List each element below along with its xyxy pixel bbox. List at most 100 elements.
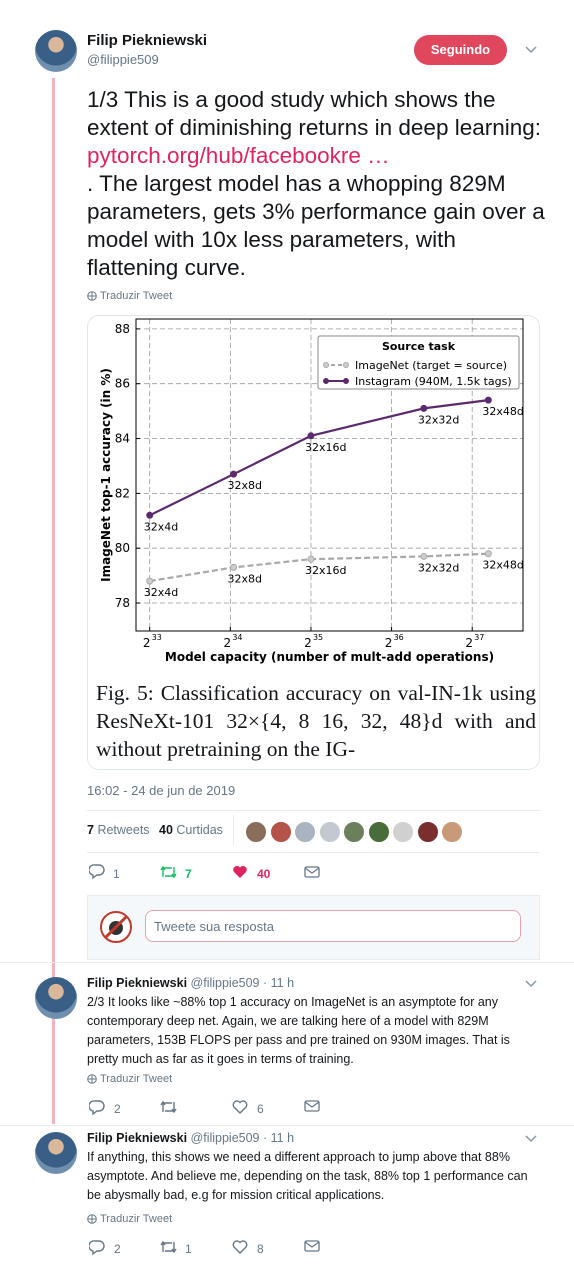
liker-avatar[interactable] bbox=[245, 821, 267, 843]
translate[interactable]: Traduzir Tweet bbox=[100, 290, 173, 302]
liker-avatar[interactable] bbox=[343, 821, 365, 843]
reply-text: 2/3 It looks like ~88% top 1 accuracy on… bbox=[87, 995, 510, 1066]
x-tick-base: 2 bbox=[304, 636, 312, 650]
data-point bbox=[230, 563, 238, 571]
point-label: 32x32d bbox=[418, 413, 460, 426]
x-tick-label: 37 bbox=[474, 633, 484, 642]
retweet-icon[interactable] bbox=[160, 1100, 177, 1115]
like-icon[interactable] bbox=[232, 1100, 249, 1115]
media-card[interactable]: 78 80 82 84 86 88 2 33 2 34 2 35 2 36 2 37 Model capacit… bbox=[87, 315, 540, 770]
data-point bbox=[307, 555, 315, 563]
legend-label: ImageNet (target = source) bbox=[355, 359, 507, 372]
data-point bbox=[484, 396, 492, 404]
reply-tweet[interactable]: Filip Piekniewski @filippie509 · 11 h If … bbox=[0, 1130, 574, 1267]
handle[interactable]: @filippie509 bbox=[190, 1131, 260, 1145]
translate[interactable]: Traduzir Tweet bbox=[100, 1073, 173, 1085]
data-point bbox=[484, 550, 492, 558]
x-tick-base: 2 bbox=[143, 636, 151, 650]
liker-avatar[interactable] bbox=[269, 821, 292, 843]
point-label: 32x48d bbox=[482, 559, 524, 572]
data-point bbox=[146, 511, 154, 519]
label: Curtidas bbox=[176, 823, 223, 837]
avatar[interactable] bbox=[35, 1132, 77, 1174]
link[interactable]: pytorch.org/hub/facebookre … bbox=[87, 143, 390, 168]
y-tick-label: 82 bbox=[115, 486, 130, 500]
likes-stat[interactable]: 40 Curtidas bbox=[159, 823, 223, 837]
liker-avatar[interactable] bbox=[294, 821, 316, 843]
handle[interactable]: @filippie509 bbox=[190, 976, 260, 990]
x-tick-label: 36 bbox=[394, 633, 404, 642]
point-label: 32x8d bbox=[228, 479, 263, 492]
author[interactable]: Filip Piekniewski bbox=[87, 976, 188, 990]
liker-avatar[interactable] bbox=[367, 821, 390, 843]
reply-tweet[interactable]: Filip Piekniewski @filippie509 · 11 h 2/3… bbox=[0, 975, 574, 1126]
liker-avatar[interactable] bbox=[318, 821, 341, 843]
y-tick-label: 86 bbox=[115, 377, 130, 391]
like-count: 6 bbox=[257, 1102, 264, 1116]
reply-icon[interactable] bbox=[89, 864, 105, 879]
time: · 11 h bbox=[263, 976, 295, 990]
liker-avatar[interactable] bbox=[441, 821, 463, 843]
message-icon[interactable] bbox=[304, 1100, 321, 1115]
data-point bbox=[146, 577, 154, 585]
message-icon[interactable] bbox=[304, 866, 320, 878]
retweets-stat[interactable]: 7 Retweets bbox=[87, 823, 150, 837]
handle[interactable]: @filippie509 bbox=[87, 52, 159, 67]
legend-marker bbox=[343, 362, 349, 368]
author[interactable]: Filip Piekniewski bbox=[87, 1131, 188, 1145]
reply-header: Filip Piekniewski @filippie509 · 11 h bbox=[87, 976, 294, 990]
x-tick-label: 33 bbox=[152, 633, 162, 642]
data-point bbox=[307, 432, 315, 440]
count: 40 bbox=[159, 823, 173, 837]
point-label: 32x16d bbox=[305, 441, 347, 454]
data-point bbox=[420, 404, 428, 412]
retweet-icon[interactable] bbox=[160, 865, 177, 879]
data-point bbox=[230, 470, 238, 478]
divider bbox=[87, 810, 540, 811]
reply-header: Filip Piekniewski @filippie509 · 11 h bbox=[87, 1131, 294, 1145]
avatar[interactable] bbox=[35, 977, 77, 1019]
reply-icon[interactable] bbox=[89, 1240, 106, 1255]
like-count: 8 bbox=[257, 1242, 264, 1256]
menu-chevron[interactable] bbox=[525, 979, 537, 989]
like-icon[interactable] bbox=[232, 865, 248, 879]
retweet-count: 1 bbox=[185, 1242, 192, 1256]
y-tick-label: 80 bbox=[115, 541, 130, 555]
like-count: 40 bbox=[257, 867, 271, 881]
menu-chevron[interactable] bbox=[525, 1134, 537, 1144]
y-tick-label: 88 bbox=[115, 322, 130, 336]
reply-text: If anything, this shows we need a differ… bbox=[87, 1150, 528, 1202]
divider bbox=[0, 962, 574, 963]
liker-avatar[interactable] bbox=[416, 821, 439, 843]
plot-frame bbox=[135, 318, 524, 632]
avatar[interactable] bbox=[35, 30, 77, 72]
legend-box bbox=[317, 335, 520, 390]
reply-count: 2 bbox=[114, 1242, 121, 1256]
message-icon[interactable] bbox=[304, 1240, 321, 1255]
legend-marker bbox=[323, 362, 329, 368]
translate[interactable]: Traduzir Tweet bbox=[100, 1213, 173, 1225]
reply-input[interactable]: Tweete sua resposta bbox=[145, 910, 521, 942]
menu-chevron[interactable] bbox=[525, 45, 537, 55]
text: 1/3 This is a good study which shows the… bbox=[87, 87, 542, 140]
timestamp: 16:02 - 24 de jun de 2019 bbox=[87, 783, 236, 798]
data-point bbox=[420, 552, 428, 560]
caption: Fig. 5: Classification accuracy on val-I… bbox=[96, 681, 536, 761]
text: . The largest model has a whopping 829M … bbox=[87, 171, 545, 280]
legend-title: Source task bbox=[382, 340, 456, 353]
y-tick-label: 84 bbox=[115, 432, 130, 446]
follow-button[interactable]: Seguindo bbox=[414, 35, 507, 65]
divider bbox=[0, 1125, 574, 1126]
reply-icon[interactable] bbox=[89, 1100, 106, 1115]
reply-count: 1 bbox=[113, 867, 120, 881]
like-icon[interactable] bbox=[232, 1240, 249, 1255]
x-tick-base: 2 bbox=[224, 636, 232, 650]
tweet-text: 1/3 This is a good study which shows the… bbox=[87, 86, 549, 282]
author[interactable]: Filip Piekniewski bbox=[87, 32, 208, 49]
thread-line bbox=[52, 78, 55, 1124]
time: · 11 h bbox=[263, 1131, 295, 1145]
liker-avatar[interactable] bbox=[392, 821, 414, 843]
retweet-icon[interactable] bbox=[160, 1240, 177, 1255]
